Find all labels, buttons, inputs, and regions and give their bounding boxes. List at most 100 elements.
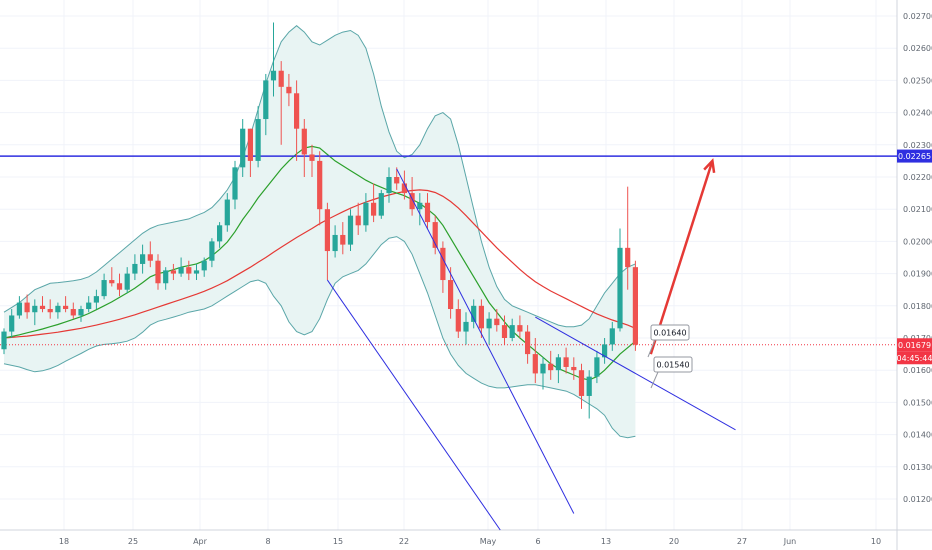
time-tick-label: 15 <box>333 537 343 546</box>
price-tags: 0.02265 0.01679 04:45:44 <box>897 149 932 365</box>
candle-body <box>340 234 346 245</box>
price-tag-box <box>897 351 932 365</box>
time-tick-label: Jun <box>783 537 797 546</box>
time-tick-label: May <box>480 537 497 546</box>
callout-label: 0.01640 <box>653 329 686 338</box>
candle-body <box>294 93 300 129</box>
candle-body <box>417 202 423 210</box>
time-tick-label: Apr <box>193 537 208 546</box>
candle-body <box>140 254 146 264</box>
candle-body <box>209 241 215 261</box>
price-tick-label: 0.01200 <box>903 495 932 504</box>
bollinger-band-fill <box>4 25 636 438</box>
candle-body <box>70 309 76 316</box>
candle-body <box>55 305 61 313</box>
candle-body <box>432 222 438 248</box>
candles <box>1 22 638 419</box>
candle-body <box>47 309 53 313</box>
candle-body <box>540 363 546 374</box>
candle-body <box>247 128 253 161</box>
candle-body <box>355 215 361 226</box>
candle-body <box>232 167 238 200</box>
time-axis[interactable]: 18 25 Apr 8 15 22 May 6 13 20 27 Jun 10 <box>59 537 881 546</box>
candle-body <box>501 325 508 338</box>
candle-body <box>155 260 161 284</box>
candle-body <box>548 363 554 371</box>
candle-body <box>317 160 323 210</box>
price-tag-box <box>897 338 932 352</box>
candle-body <box>24 302 30 313</box>
time-tick-label: 22 <box>399 537 409 546</box>
price-tag-label: 0.01679 <box>898 341 931 350</box>
channel-trendline <box>535 316 736 431</box>
candle-body <box>178 267 184 274</box>
candle-body <box>471 305 477 322</box>
time-tick-label: 25 <box>128 537 138 546</box>
candle-body <box>401 183 407 194</box>
candle-body <box>255 119 261 161</box>
candle-body <box>1 331 7 350</box>
candle-body <box>109 280 115 284</box>
candle-body <box>270 70 277 81</box>
candle-body <box>240 128 246 168</box>
candle-body <box>217 225 223 242</box>
candle-body <box>448 280 454 310</box>
time-tick-label: 10 <box>871 537 881 546</box>
candle-body <box>147 254 153 261</box>
candle-body <box>301 128 307 155</box>
candle-body <box>9 315 15 332</box>
candle-body <box>602 344 608 358</box>
time-tick-label: 8 <box>265 537 270 546</box>
candle-body <box>278 70 284 87</box>
candle-body <box>532 354 538 374</box>
candle-body <box>324 209 330 252</box>
callout-pointer <box>647 339 656 358</box>
candle-body <box>101 280 107 297</box>
annotations: 0.01640 0.01540 <box>647 324 693 389</box>
candle-body <box>578 370 585 396</box>
candle-body <box>494 318 500 326</box>
trend-lines <box>326 158 736 531</box>
target-arrow-head <box>703 158 716 173</box>
candle-body <box>555 357 561 371</box>
price-tag-label: 04:45:44 <box>897 354 932 363</box>
candle-body <box>163 270 169 284</box>
candle-body <box>39 305 46 310</box>
price-tag-label: 0.02265 <box>898 152 931 161</box>
target-arrow-shaft <box>649 160 714 355</box>
candle-body <box>455 309 461 332</box>
candle-body <box>286 86 292 94</box>
candle-body <box>632 267 638 345</box>
candle-body <box>263 80 269 120</box>
time-tick-label: 6 <box>535 537 540 546</box>
candle-body <box>201 260 207 271</box>
time-tick-label: 13 <box>601 537 611 546</box>
callout-label: 0.01540 <box>656 361 689 370</box>
candle-body <box>16 302 22 316</box>
candle-body <box>63 305 69 310</box>
candle-body <box>93 296 99 303</box>
bb-upper-line <box>3 25 636 328</box>
candle-body <box>309 154 315 161</box>
candle-body <box>78 309 84 316</box>
candle-body <box>463 321 469 332</box>
candle-body <box>409 193 415 210</box>
candle-body <box>517 325 523 332</box>
channel-trendline <box>396 168 575 514</box>
candle-body <box>440 247 446 281</box>
time-tick-label: 27 <box>737 537 747 546</box>
candle-body <box>371 202 377 216</box>
